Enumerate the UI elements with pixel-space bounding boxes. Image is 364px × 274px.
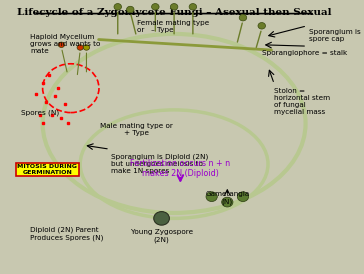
Circle shape <box>206 192 217 202</box>
Text: Sporangium is Diploid (2N)
but undergoes meiosis to
make 1N spores: Sporangium is Diploid (2N) but undergoes… <box>111 153 209 174</box>
Circle shape <box>237 192 249 202</box>
Circle shape <box>222 197 233 207</box>
Circle shape <box>189 4 197 10</box>
Text: Sporangiophore = stalk: Sporangiophore = stalk <box>262 50 347 56</box>
Circle shape <box>170 4 178 10</box>
Circle shape <box>114 4 122 10</box>
Circle shape <box>127 6 134 13</box>
Circle shape <box>151 4 159 10</box>
Circle shape <box>239 15 247 21</box>
Circle shape <box>154 212 169 225</box>
Text: Gametangia
(N): Gametangia (N) <box>205 191 249 205</box>
Text: Fertilization occurs n + n
makes 2N (Diploid): Fertilization occurs n + n makes 2N (Dip… <box>130 159 230 178</box>
Text: Spores (N): Spores (N) <box>21 110 59 116</box>
Circle shape <box>258 22 265 29</box>
Text: Male mating type or
+ Type: Male mating type or + Type <box>100 124 173 136</box>
Text: MITOSIS DURING
GERMINATION: MITOSIS DURING GERMINATION <box>17 164 77 175</box>
Text: Lifecycle of a Zygomycete Fungi – Asexual then Sexual: Lifecycle of a Zygomycete Fungi – Asexua… <box>17 8 331 17</box>
Circle shape <box>77 45 83 50</box>
Text: Haploid Mycelium
grows and wants to
mate: Haploid Mycelium grows and wants to mate <box>30 34 100 54</box>
Text: Diploid (2N) Parent
Produces Spores (N): Diploid (2N) Parent Produces Spores (N) <box>30 227 103 241</box>
Circle shape <box>58 42 64 47</box>
Text: Female mating type
or   – Type: Female mating type or – Type <box>136 20 209 33</box>
Circle shape <box>83 45 90 50</box>
Text: Sporangium is
spore cap: Sporangium is spore cap <box>309 28 360 42</box>
Text: Young Zygospore
(2N): Young Zygospore (2N) <box>131 229 193 243</box>
Text: Stolon =
horizontal stem
of fungal
mycelial mass: Stolon = horizontal stem of fungal mycel… <box>274 88 331 115</box>
